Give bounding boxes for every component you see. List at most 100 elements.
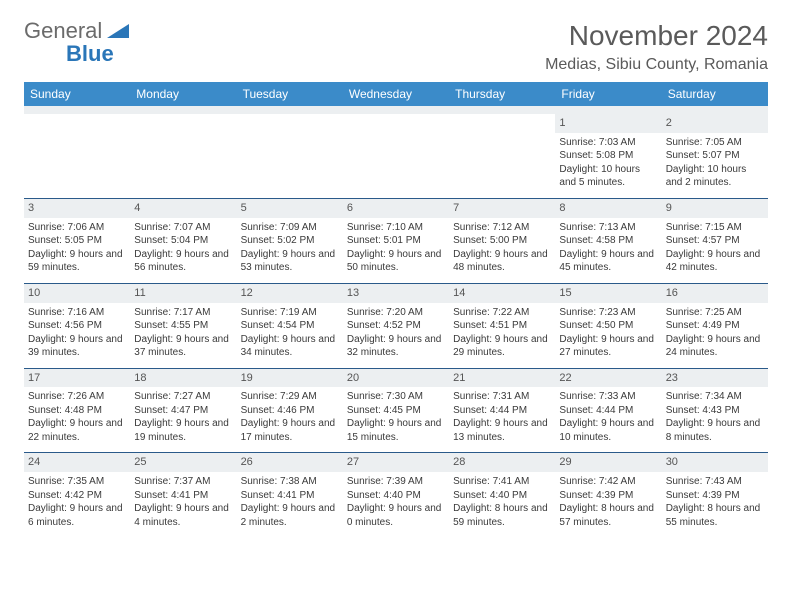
day-details: Sunrise: 7:09 AM Sunset: 5:02 PM Dayligh… [241,221,339,275]
day-number: 3 [24,199,130,218]
day-details: Sunrise: 7:38 AM Sunset: 4:41 PM Dayligh… [241,475,339,529]
day-number: 20 [343,369,449,388]
day-number: 6 [343,199,449,218]
day-cell: 4 Sunrise: 7:07 AM Sunset: 5:04 PM Daylig… [130,198,236,283]
day-header-row: SundayMondayTuesdayWednesdayThursdayFrid… [24,82,768,106]
day-number: 4 [130,199,236,218]
day-cell: 13Sunrise: 7:20 AM Sunset: 4:52 PM Dayli… [343,283,449,368]
day-details: Sunrise: 7:12 AM Sunset: 5:00 PM Dayligh… [453,221,551,275]
day-cell: 20 Sunrise: 7:30 AM Sunset: 4:45 PM Dayli… [343,368,449,453]
day-number: 16 [662,284,768,303]
day-cell: 28 Sunrise: 7:41 AM Sunset: 4:40 PM Dayli… [449,453,555,537]
week-row: 24Sunrise: 7:35 AM Sunset: 4:42 PM Dayli… [24,453,768,537]
day-details: Sunrise: 7:19 AM Sunset: 4:54 PM Dayligh… [241,306,339,360]
day-number: 1 [555,114,661,133]
location: Medias, Sibiu County, Romania [545,56,768,74]
day-header-friday: Friday [555,82,661,106]
day-number: 24 [24,453,130,472]
day-cell: 14 Sunrise: 7:22 AM Sunset: 4:51 PM Dayli… [449,283,555,368]
day-cell: 23Sunrise: 7:34 AM Sunset: 4:43 PM Dayli… [662,368,768,453]
day-details: Sunrise: 7:23 AM Sunset: 4:50 PM Dayligh… [559,306,657,360]
day-details: Sunrise: 7:26 AM Sunset: 4:48 PM Dayligh… [28,390,126,444]
day-cell: 29Sunrise: 7:42 AM Sunset: 4:39 PM Dayli… [555,453,661,537]
day-cell: 26 Sunrise: 7:38 AM Sunset: 4:41 PM Dayli… [237,453,343,537]
empty-cell [130,114,236,198]
day-details: Sunrise: 7:41 AM Sunset: 4:40 PM Dayligh… [453,475,551,529]
day-cell: 19 Sunrise: 7:29 AM Sunset: 4:46 PM Dayli… [237,368,343,453]
day-details: Sunrise: 7:10 AM Sunset: 5:01 PM Dayligh… [347,221,445,275]
day-cell: 3Sunrise: 7:06 AM Sunset: 5:05 PM Daylig… [24,198,130,283]
calendar-table: SundayMondayTuesdayWednesdayThursdayFrid… [24,82,768,537]
day-cell: 22 Sunrise: 7:33 AM Sunset: 4:44 PM Dayli… [555,368,661,453]
day-cell: 1 Sunrise: 7:03 AM Sunset: 5:08 PM Daylig… [555,114,661,198]
day-number: 5 [237,199,343,218]
day-number: 17 [24,369,130,388]
month-title: November 2024 [545,20,768,52]
logo: General Blue [24,20,129,66]
day-number: 30 [662,453,768,472]
week-row: 1 Sunrise: 7:03 AM Sunset: 5:08 PM Daylig… [24,114,768,198]
calendar-body: 1 Sunrise: 7:03 AM Sunset: 5:08 PM Daylig… [24,114,768,537]
day-cell: 8 Sunrise: 7:13 AM Sunset: 4:58 PM Daylig… [555,198,661,283]
day-details: Sunrise: 7:27 AM Sunset: 4:47 PM Dayligh… [134,390,232,444]
day-header-monday: Monday [130,82,236,106]
day-cell: 24Sunrise: 7:35 AM Sunset: 4:42 PM Dayli… [24,453,130,537]
day-number: 2 [662,114,768,133]
day-cell: 17 Sunrise: 7:26 AM Sunset: 4:48 PM Dayli… [24,368,130,453]
day-details: Sunrise: 7:39 AM Sunset: 4:40 PM Dayligh… [347,475,445,529]
day-number: 10 [24,284,130,303]
header: General Blue November 2024 Medias, Sibiu… [24,20,768,74]
day-details: Sunrise: 7:20 AM Sunset: 4:52 PM Dayligh… [347,306,445,360]
empty-cell [24,114,130,198]
day-details: Sunrise: 7:13 AM Sunset: 4:58 PM Dayligh… [559,221,657,275]
day-header-sunday: Sunday [24,82,130,106]
day-number: 14 [449,284,555,303]
day-cell: 2 Sunrise: 7:05 AM Sunset: 5:07 PM Daylig… [662,114,768,198]
day-header-tuesday: Tuesday [237,82,343,106]
empty-cell [449,114,555,198]
day-number: 22 [555,369,661,388]
day-cell: 25 Sunrise: 7:37 AM Sunset: 4:41 PM Dayli… [130,453,236,537]
day-header-wednesday: Wednesday [343,82,449,106]
day-details: Sunrise: 7:33 AM Sunset: 4:44 PM Dayligh… [559,390,657,444]
day-number: 18 [130,369,236,388]
day-cell: 7Sunrise: 7:12 AM Sunset: 5:00 PM Daylig… [449,198,555,283]
day-header-saturday: Saturday [662,82,768,106]
day-details: Sunrise: 7:16 AM Sunset: 4:56 PM Dayligh… [28,306,126,360]
day-cell: 18 Sunrise: 7:27 AM Sunset: 4:47 PM Dayli… [130,368,236,453]
week-row: 3Sunrise: 7:06 AM Sunset: 5:05 PM Daylig… [24,198,768,283]
day-details: Sunrise: 7:37 AM Sunset: 4:41 PM Dayligh… [134,475,232,529]
day-details: Sunrise: 7:25 AM Sunset: 4:49 PM Dayligh… [666,306,764,360]
day-details: Sunrise: 7:22 AM Sunset: 4:51 PM Dayligh… [453,306,551,360]
day-details: Sunrise: 7:43 AM Sunset: 4:39 PM Dayligh… [666,475,764,529]
day-details: Sunrise: 7:29 AM Sunset: 4:46 PM Dayligh… [241,390,339,444]
day-number: 9 [662,199,768,218]
day-details: Sunrise: 7:05 AM Sunset: 5:07 PM Dayligh… [666,136,764,190]
logo-word1: General [24,18,102,43]
day-cell: 15Sunrise: 7:23 AM Sunset: 4:50 PM Dayli… [555,283,661,368]
day-number: 19 [237,369,343,388]
day-number: 21 [449,369,555,388]
day-cell: 9 Sunrise: 7:15 AM Sunset: 4:57 PM Daylig… [662,198,768,283]
day-details: Sunrise: 7:07 AM Sunset: 5:04 PM Dayligh… [134,221,232,275]
day-number: 29 [555,453,661,472]
week-row: 17 Sunrise: 7:26 AM Sunset: 4:48 PM Dayli… [24,368,768,453]
day-number: 8 [555,199,661,218]
day-number: 28 [449,453,555,472]
day-details: Sunrise: 7:17 AM Sunset: 4:55 PM Dayligh… [134,306,232,360]
day-details: Sunrise: 7:31 AM Sunset: 4:44 PM Dayligh… [453,390,551,444]
empty-cell [237,114,343,198]
logo-text-block: General Blue [24,20,129,66]
day-cell: 11 Sunrise: 7:17 AM Sunset: 4:55 PM Dayli… [130,283,236,368]
day-number: 25 [130,453,236,472]
day-number: 23 [662,369,768,388]
day-cell: 6 Sunrise: 7:10 AM Sunset: 5:01 PM Daylig… [343,198,449,283]
day-details: Sunrise: 7:15 AM Sunset: 4:57 PM Dayligh… [666,221,764,275]
day-number: 26 [237,453,343,472]
empty-cell [343,114,449,198]
logo-triangle-icon [107,22,129,43]
day-number: 12 [237,284,343,303]
day-details: Sunrise: 7:03 AM Sunset: 5:08 PM Dayligh… [559,136,657,190]
day-details: Sunrise: 7:30 AM Sunset: 4:45 PM Dayligh… [347,390,445,444]
day-number: 11 [130,284,236,303]
